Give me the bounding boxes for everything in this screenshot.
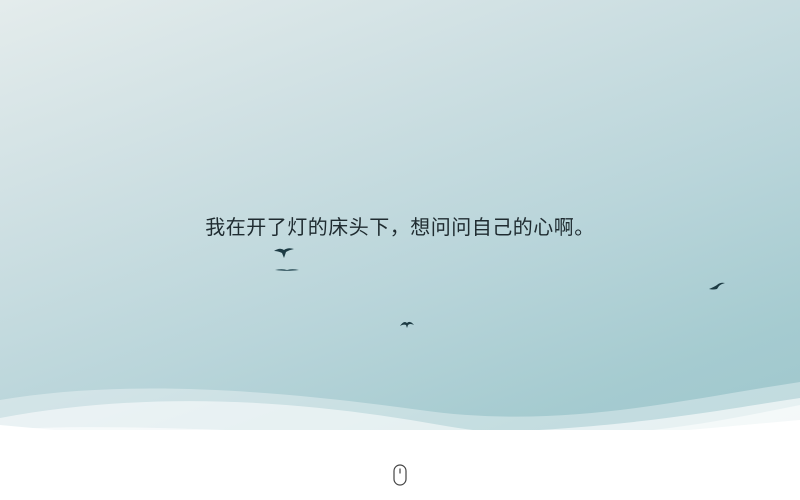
bird-icon [709,282,725,290]
mouse-scroll-icon[interactable] [393,464,407,486]
wave-decoration [0,382,800,500]
hero-quote: 我在开了灯的床头下，想问问自己的心啊。 [205,215,595,239]
bird-icon [400,321,414,328]
bird-icon [275,269,299,271]
bird-icon [274,248,294,258]
sky-background [0,0,800,430]
